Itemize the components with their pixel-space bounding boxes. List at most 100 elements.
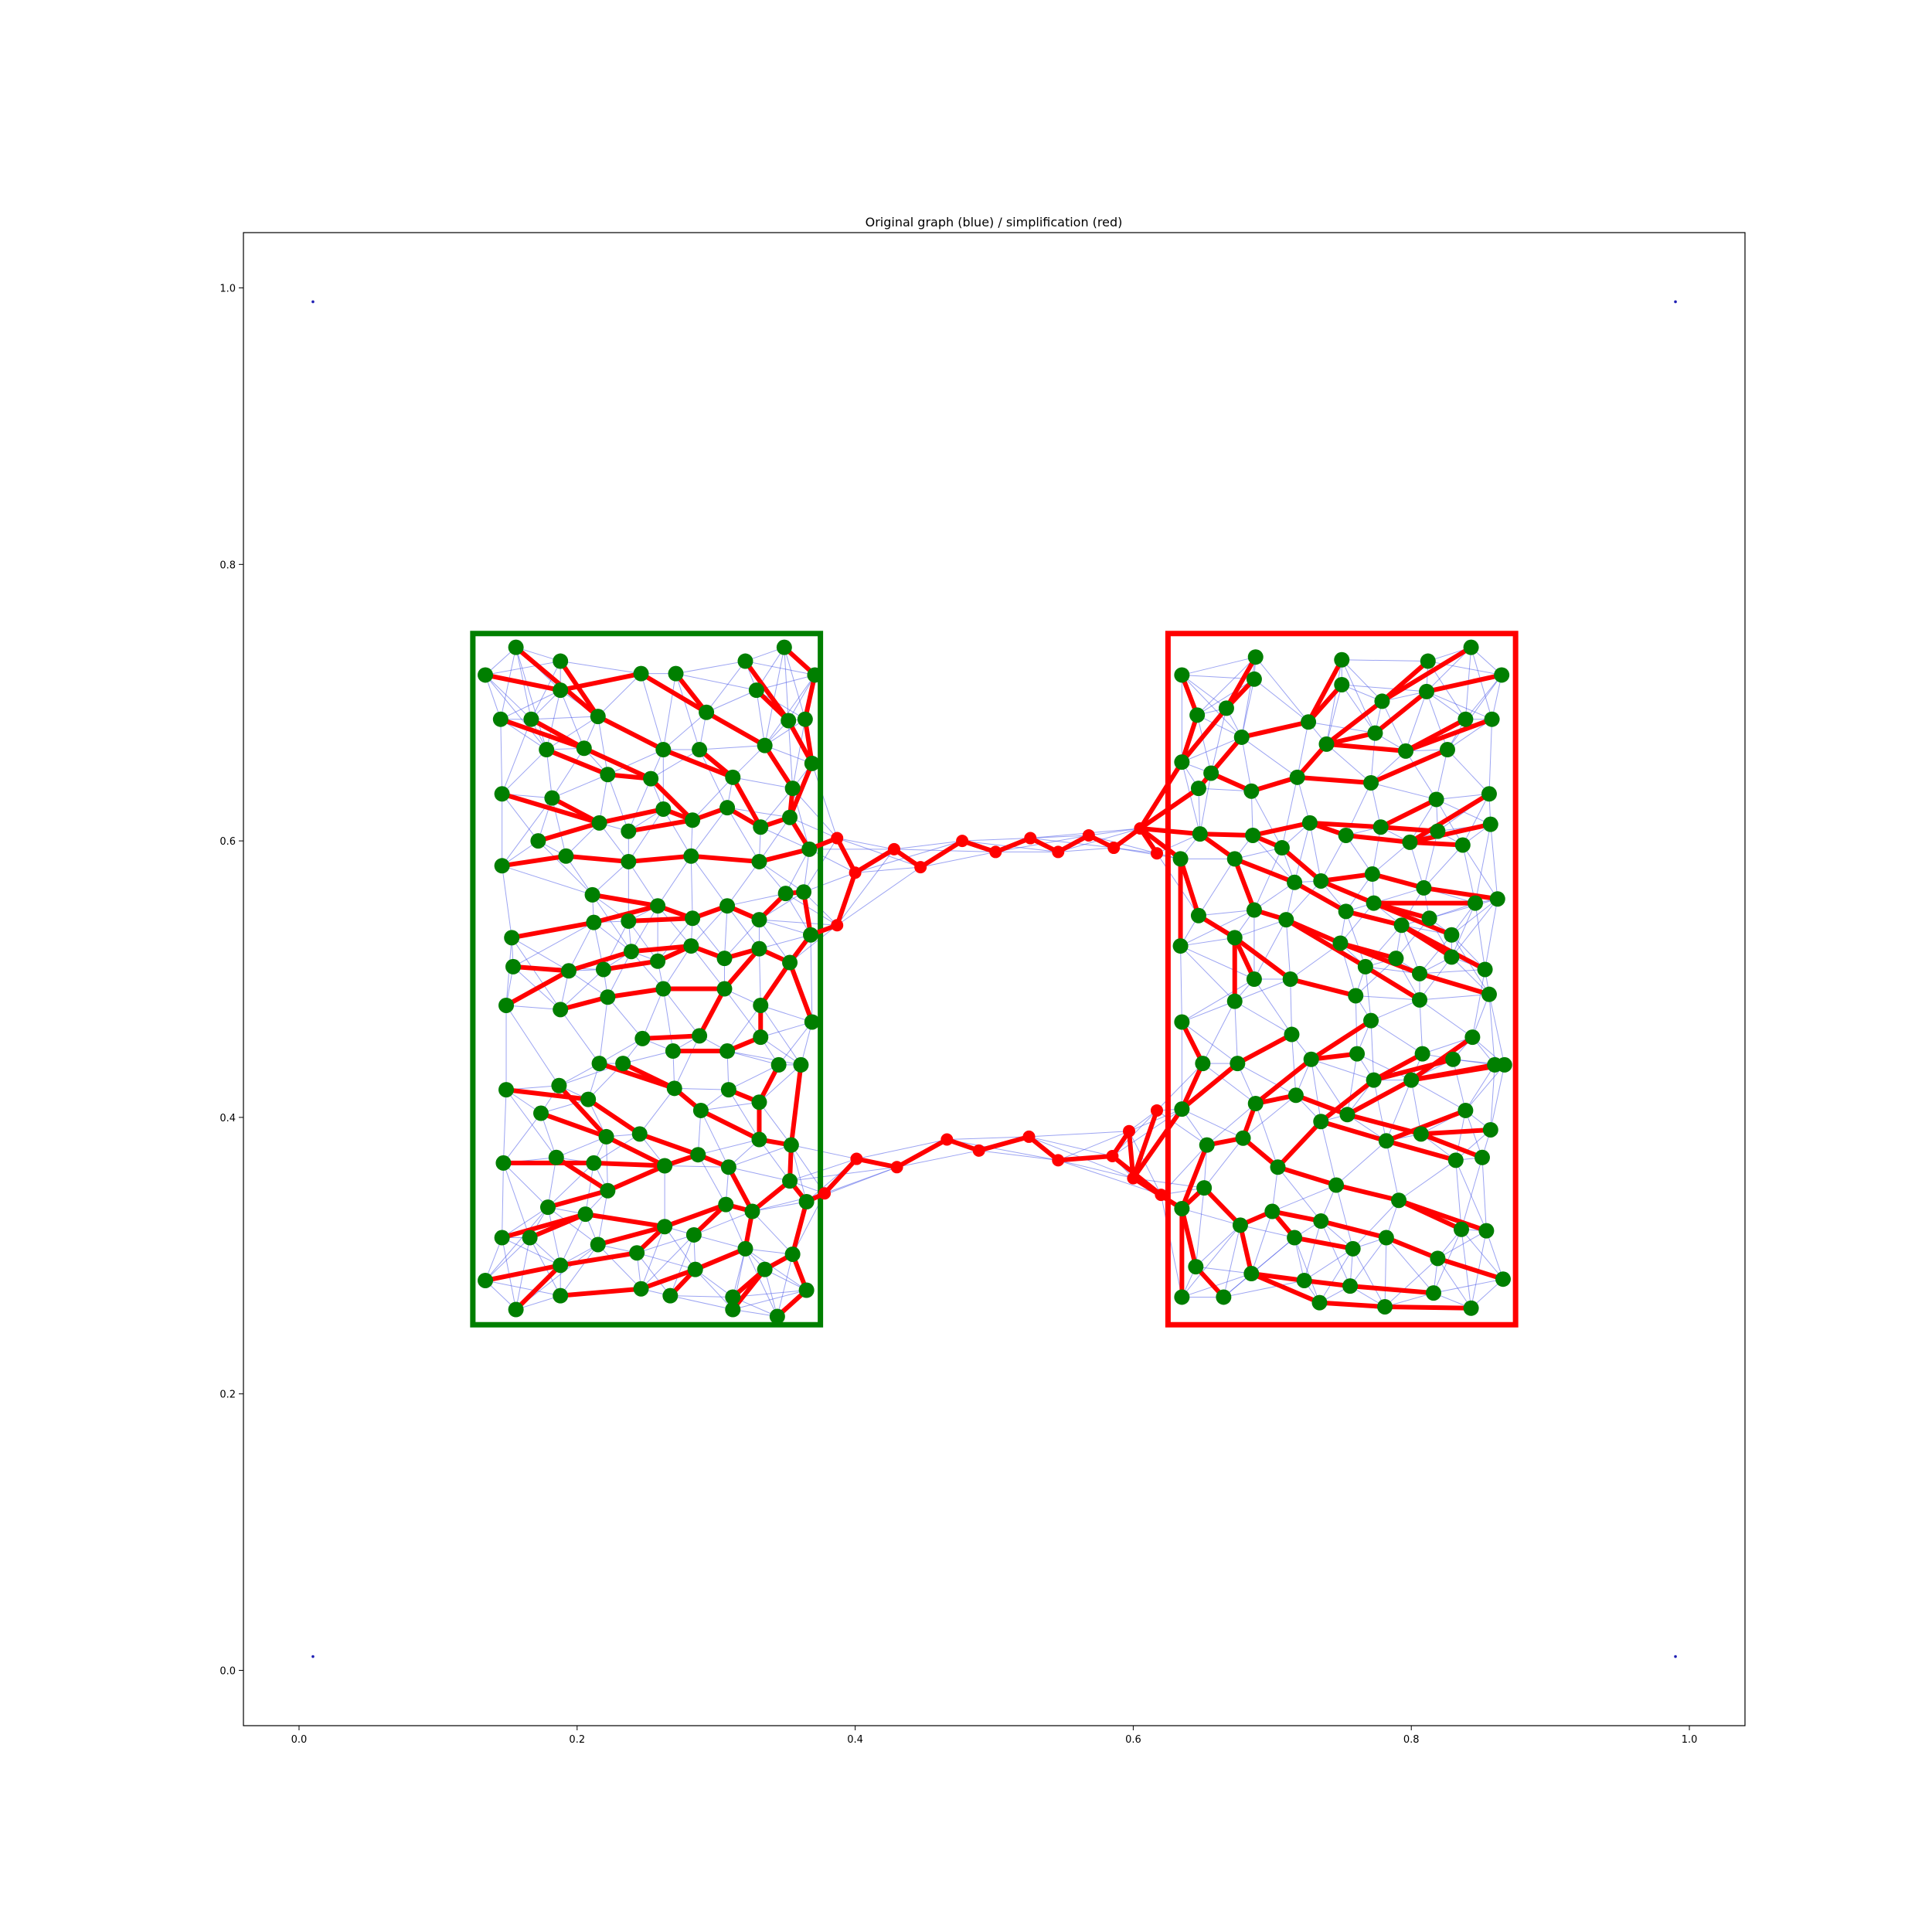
region-node <box>553 1002 569 1018</box>
region-node <box>1243 1266 1260 1282</box>
corner-point <box>311 300 315 304</box>
region-node <box>576 740 592 757</box>
region-node <box>1453 1221 1469 1237</box>
region-node <box>716 981 733 997</box>
original-edge <box>538 840 593 896</box>
region-node <box>1301 714 1317 730</box>
original-edge <box>732 1248 746 1298</box>
region-node <box>580 1091 597 1107</box>
simplified-right-edge <box>1294 774 1374 785</box>
original-edge <box>1488 719 1493 794</box>
region-node <box>784 781 801 797</box>
region-node <box>1439 742 1455 758</box>
original-edge <box>631 905 658 952</box>
original-edge <box>706 661 746 713</box>
original-edge <box>560 1009 600 1064</box>
region-node <box>1378 1133 1394 1149</box>
original-edge <box>502 866 512 938</box>
original-edge <box>1410 1080 1422 1134</box>
original-edge <box>759 817 791 862</box>
original-edge <box>1342 659 1428 662</box>
original-edge <box>1349 1237 1387 1287</box>
region-node <box>539 1199 556 1216</box>
simplified-left-edge <box>483 672 563 693</box>
region-node <box>1174 667 1190 683</box>
original-edge <box>1475 824 1492 903</box>
region-node <box>621 823 637 839</box>
region-node <box>1419 683 1435 699</box>
simplified-right-edge <box>1237 1223 1254 1277</box>
original-edge <box>726 1005 761 1052</box>
simplified-left-edge <box>536 820 602 844</box>
original-edge <box>1206 1103 1257 1146</box>
original-edge <box>1240 1224 1295 1239</box>
original-edge <box>1180 945 1236 1002</box>
original-edge <box>1335 1140 1387 1185</box>
original-edge <box>759 1139 791 1182</box>
region-node <box>781 713 797 729</box>
simplified-left-edge <box>726 1165 755 1214</box>
original-edge <box>1451 934 1485 970</box>
original-edge <box>706 689 757 713</box>
original-edge <box>1419 999 1423 1054</box>
original-edge <box>641 1234 695 1290</box>
original-edge <box>599 997 608 1064</box>
bridge-node <box>1107 842 1121 855</box>
simplified-left-edge <box>628 944 694 954</box>
original-edge <box>760 787 794 828</box>
region-node <box>1430 1250 1446 1267</box>
original-edge <box>1237 1063 1297 1096</box>
original-edge <box>500 647 517 719</box>
original-edge <box>1490 1064 1505 1131</box>
original-edge <box>1243 1094 1297 1139</box>
simplified-left-edge <box>662 1202 729 1230</box>
original-edge <box>728 1166 791 1182</box>
simplified-right-edge <box>1379 645 1474 704</box>
region-node <box>650 953 666 969</box>
simplified-left-edge <box>698 1107 762 1142</box>
region-node <box>1172 938 1189 954</box>
region-node <box>798 1282 815 1298</box>
simplified-right-edge <box>1369 872 1427 890</box>
region-node <box>553 1257 569 1274</box>
original-edge <box>808 849 855 873</box>
original-edge <box>1241 736 1252 791</box>
simplified-right-edge <box>1383 1107 1468 1144</box>
original-edge <box>585 1162 594 1215</box>
simplified-left-edge <box>509 920 597 940</box>
region-node <box>1311 1294 1328 1311</box>
original-edge <box>485 1237 530 1281</box>
simplified-right-edge <box>1399 923 1488 972</box>
original-edge <box>1405 691 1427 751</box>
bridge-node <box>1134 822 1147 835</box>
original-edge <box>1202 1063 1257 1104</box>
original-edge <box>1436 793 1490 800</box>
simplified-right-edge <box>1209 734 1244 776</box>
simplified-left-edge <box>788 1062 804 1148</box>
region-node <box>1332 935 1349 951</box>
region-node <box>753 997 769 1013</box>
original-edge <box>1461 1229 1504 1280</box>
region-node <box>1226 851 1243 867</box>
region-node <box>716 951 733 967</box>
original-edge <box>1182 675 1227 709</box>
region-node <box>1232 1217 1248 1233</box>
region-node <box>544 790 560 806</box>
original-edge <box>1370 733 1376 784</box>
original-edge <box>1198 787 1252 792</box>
region-node <box>1363 1012 1379 1029</box>
original-edge <box>692 777 733 821</box>
original-edge <box>1182 736 1242 763</box>
original-edge <box>505 1005 560 1087</box>
region-node <box>1334 676 1350 692</box>
simplified-left-edge <box>600 958 661 972</box>
simplified-right-edge <box>1179 1142 1209 1211</box>
original-edge <box>1294 1237 1320 1303</box>
region-node <box>1301 815 1318 831</box>
original-edge <box>1341 684 1376 733</box>
original-edge <box>1180 945 1255 980</box>
original-edge <box>1234 1001 1238 1064</box>
original-edge <box>1196 656 1257 716</box>
simplified-right-edge <box>1306 657 1345 725</box>
original-edge <box>784 647 789 721</box>
